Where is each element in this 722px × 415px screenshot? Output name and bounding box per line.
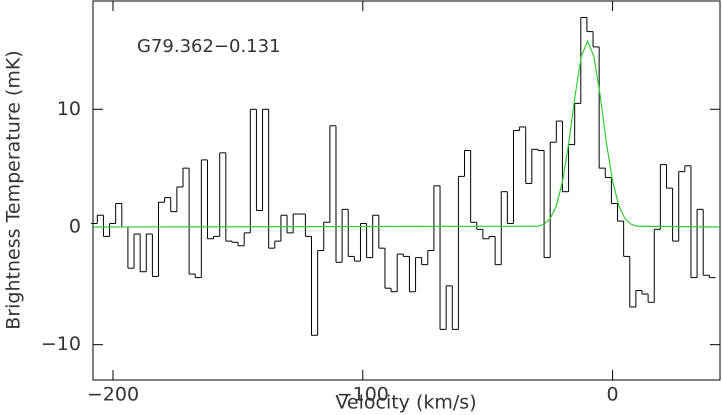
x-axis-title: Velocity (km/s): [335, 392, 476, 414]
y-tick-label: −10: [41, 333, 81, 355]
x-tick-label: −100: [337, 384, 389, 406]
y-axis-title: Brightness Temperature (mK): [3, 50, 25, 329]
annotation: G79.362−0.131: [137, 36, 281, 57]
plot-frame: [92, 0, 721, 381]
x-tick-label: −200: [87, 384, 139, 406]
y-tick-label: 10: [57, 98, 81, 120]
x-tick-label: 0: [607, 384, 619, 406]
fit-line: [92, 39, 721, 228]
y-tick-label: 0: [69, 215, 81, 237]
